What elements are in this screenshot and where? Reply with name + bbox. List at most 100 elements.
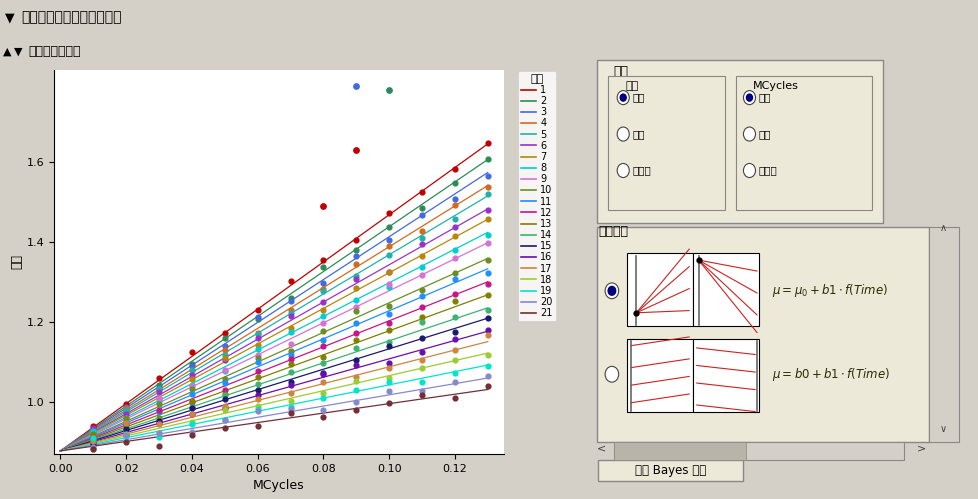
Point [348, 386, 364, 394]
Point [447, 335, 463, 343]
Point [380, 310, 396, 318]
Point [283, 347, 298, 355]
Bar [626, 339, 692, 412]
Text: ▼: ▼ [5, 11, 15, 24]
Point [118, 432, 134, 440]
Text: 对数: 对数 [632, 129, 645, 139]
Point [249, 391, 265, 399]
Text: 数据和初始模型: 数据和初始模型 [28, 44, 81, 58]
Point [184, 390, 200, 398]
Point [217, 334, 233, 342]
Point [217, 406, 233, 414]
FancyBboxPatch shape [927, 227, 957, 442]
Point [447, 369, 463, 377]
Point [249, 367, 265, 375]
Point [151, 417, 166, 425]
Point [283, 306, 298, 314]
Point [447, 269, 463, 277]
Point [479, 382, 495, 390]
Point [348, 252, 364, 260]
Point [249, 315, 265, 323]
Point [85, 445, 101, 453]
Point [118, 427, 134, 435]
Point [414, 356, 429, 364]
Point [315, 406, 331, 414]
Point [184, 366, 200, 374]
Point [479, 215, 495, 223]
Text: $\mu = b0 + b1 \cdot f(Time)$: $\mu = b0 + b1 \cdot f(Time)$ [772, 366, 889, 383]
Point [479, 372, 495, 380]
Point [184, 410, 200, 418]
Point [348, 302, 364, 310]
Point [217, 354, 233, 362]
Point [151, 397, 166, 405]
Point [348, 344, 364, 352]
Point [249, 407, 265, 415]
Point [118, 419, 134, 427]
Point [348, 356, 364, 364]
Point [217, 367, 233, 375]
Point [217, 346, 233, 354]
Point [447, 356, 463, 364]
Point [380, 242, 396, 250]
Point [315, 312, 331, 320]
Point [151, 381, 166, 389]
Point [479, 280, 495, 288]
Bar [692, 339, 758, 412]
Point [217, 391, 233, 399]
Point [479, 291, 495, 299]
Point [380, 387, 396, 395]
Circle shape [604, 283, 618, 299]
Point [184, 410, 200, 418]
Point [151, 433, 166, 441]
Point [249, 345, 265, 353]
Point [414, 378, 429, 386]
Point [217, 375, 233, 383]
Point [348, 272, 364, 280]
Point [380, 359, 396, 367]
Point [348, 406, 364, 414]
Point [184, 428, 200, 436]
Point [118, 414, 134, 422]
Point [479, 269, 495, 277]
Point [414, 234, 429, 242]
Point [479, 155, 495, 163]
Point [447, 297, 463, 305]
Point [118, 422, 134, 430]
Point [348, 296, 364, 304]
Point [151, 385, 166, 393]
Point [151, 385, 166, 393]
Point [479, 314, 495, 322]
Point [447, 180, 463, 188]
Point [217, 404, 233, 412]
Point [348, 373, 364, 381]
Point [85, 437, 101, 445]
Point [283, 312, 298, 320]
Point [184, 371, 200, 379]
Point [414, 391, 429, 399]
Text: 长度: 长度 [624, 81, 638, 91]
Point [315, 256, 331, 264]
Circle shape [742, 91, 755, 105]
Point [348, 236, 364, 244]
Point [348, 82, 364, 90]
Point [447, 215, 463, 223]
Point [447, 246, 463, 254]
Point [184, 403, 200, 411]
Point [447, 290, 463, 298]
Point [118, 400, 134, 408]
Point [151, 408, 166, 416]
Point [447, 313, 463, 321]
Circle shape [607, 286, 615, 295]
Point [217, 351, 233, 359]
Point [217, 341, 233, 349]
Text: MCycles: MCycles [752, 81, 798, 91]
Point [217, 402, 233, 410]
Point [283, 355, 298, 363]
Point [315, 306, 331, 314]
Point [380, 374, 396, 382]
Text: 转至 Bayes 估计: 转至 Bayes 估计 [634, 464, 705, 477]
Point [414, 348, 429, 356]
Point [315, 285, 331, 293]
Point [315, 202, 331, 210]
